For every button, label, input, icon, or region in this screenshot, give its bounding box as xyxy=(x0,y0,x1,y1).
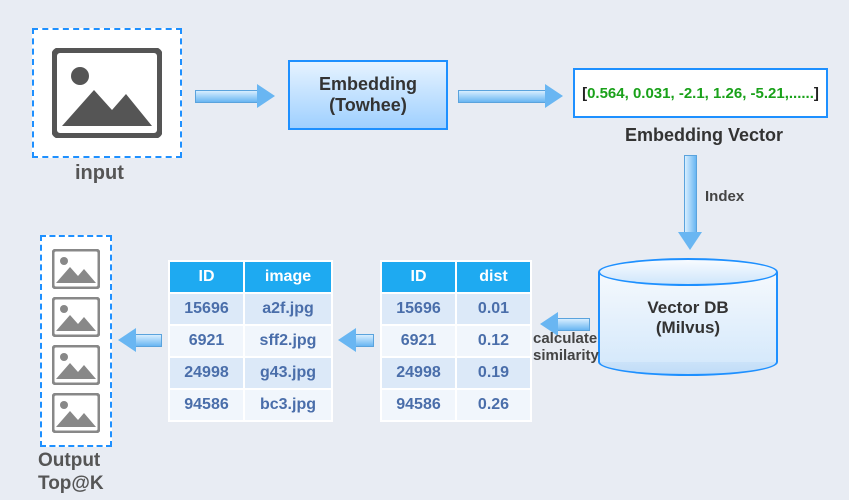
vector-close: ] xyxy=(814,85,819,102)
table-row: 156960.01 xyxy=(381,293,531,325)
index-label: Index xyxy=(705,188,744,205)
table-row: 15696a2f.jpg xyxy=(169,293,332,325)
arrow-embedding-to-vector xyxy=(458,84,563,108)
input-box xyxy=(32,28,182,158)
table-row: 94586bc3.jpg xyxy=(169,389,332,421)
arrow-dist-to-img xyxy=(338,328,374,352)
input-label: input xyxy=(75,162,124,185)
table-row: 6921sff2.jpg xyxy=(169,325,332,357)
image-icon xyxy=(52,48,162,138)
vector-values: 0.564, 0.031, -2.1, 1.26, -5.21,...... xyxy=(587,85,814,102)
image-icon xyxy=(52,393,100,433)
output-box xyxy=(40,235,112,447)
db-line2: (Milvus) xyxy=(598,318,778,338)
img-th-id: ID xyxy=(169,261,244,293)
img-table: ID image 15696a2f.jpg 6921sff2.jpg 24998… xyxy=(168,260,333,422)
vector-box: [ 0.564, 0.031, -2.1, 1.26, -5.21,......… xyxy=(573,68,828,118)
embedding-line2: (Towhee) xyxy=(329,95,407,116)
embedding-box: Embedding (Towhee) xyxy=(288,60,448,130)
vector-db: Vector DB (Milvus) xyxy=(598,258,778,378)
arrow-input-to-embedding xyxy=(195,84,275,108)
db-line1: Vector DB xyxy=(598,298,778,318)
output-label: Output Top@K xyxy=(38,450,104,496)
image-icon xyxy=(52,345,100,385)
image-icon xyxy=(52,249,100,289)
arrow-img-to-output xyxy=(118,328,162,352)
table-row: 24998g43.jpg xyxy=(169,357,332,389)
dist-th-dist: dist xyxy=(456,261,531,293)
table-row: 249980.19 xyxy=(381,357,531,389)
vector-label: Embedding Vector xyxy=(625,125,783,146)
arrow-vector-to-db xyxy=(678,155,702,250)
image-icon xyxy=(52,297,100,337)
calc-label: calculate similarity xyxy=(533,330,599,365)
table-row: 69210.12 xyxy=(381,325,531,357)
embedding-line1: Embedding xyxy=(319,74,417,95)
img-th-image: image xyxy=(244,261,332,293)
table-row: 945860.26 xyxy=(381,389,531,421)
dist-table: ID dist 156960.01 69210.12 249980.19 945… xyxy=(380,260,532,422)
dist-th-id: ID xyxy=(381,261,456,293)
